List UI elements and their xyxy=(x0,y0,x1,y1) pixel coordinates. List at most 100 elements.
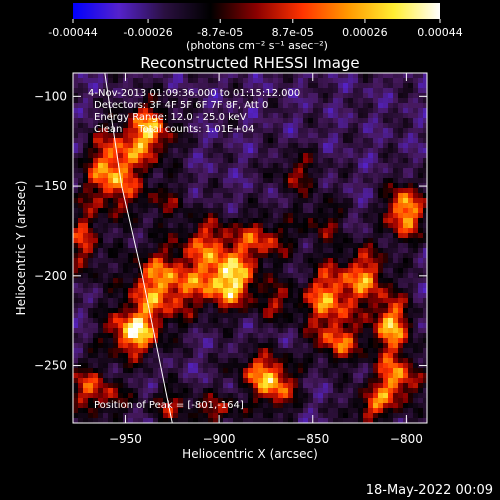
heatmap-cell xyxy=(273,418,279,423)
heatmap-cell xyxy=(328,393,334,399)
heatmap-cell xyxy=(398,173,404,179)
heatmap-cell xyxy=(323,318,329,324)
heatmap-cell xyxy=(338,298,344,304)
heatmap-cell xyxy=(233,98,239,104)
heatmap-cell xyxy=(208,83,214,89)
heatmap-cell xyxy=(143,343,149,349)
heatmap-cell xyxy=(293,163,299,169)
heatmap-cell xyxy=(178,143,184,149)
heatmap-cell xyxy=(73,338,79,344)
heatmap-cell xyxy=(238,313,244,319)
heatmap-cell xyxy=(243,143,249,149)
heatmap-cell xyxy=(268,138,274,144)
heatmap-cell xyxy=(363,143,369,149)
heatmap-cell xyxy=(423,408,427,414)
heatmap-cell xyxy=(113,298,119,304)
heatmap-cell xyxy=(173,393,179,399)
heatmap-cell xyxy=(358,163,364,169)
heatmap-cell xyxy=(273,233,279,239)
heatmap-cell xyxy=(418,283,424,289)
heatmap-cell xyxy=(403,178,409,184)
heatmap-cell xyxy=(208,123,214,129)
heatmap-cell xyxy=(333,278,339,284)
heatmap-cell xyxy=(368,128,374,134)
heatmap-cell xyxy=(208,378,214,384)
heatmap-cell xyxy=(203,298,209,304)
heatmap-cell xyxy=(353,418,359,423)
heatmap-cell xyxy=(118,398,124,404)
heatmap-cell xyxy=(323,238,329,244)
heatmap-cell xyxy=(243,253,249,259)
heatmap-cell xyxy=(178,163,184,169)
heatmap-cell xyxy=(198,333,204,339)
heatmap-cell xyxy=(298,233,304,239)
heatmap-cell xyxy=(228,233,234,239)
heatmap-cell xyxy=(253,278,259,284)
heatmap-cell xyxy=(128,198,134,204)
heatmap-cell xyxy=(328,413,334,419)
heatmap-cell xyxy=(108,363,114,369)
heatmap-cell xyxy=(213,243,219,249)
heatmap-cell xyxy=(163,418,169,423)
heatmap-cell xyxy=(228,408,234,414)
heatmap-cell xyxy=(313,373,319,379)
heatmap-cell xyxy=(203,383,209,389)
heatmap-cell xyxy=(248,173,254,179)
heatmap-cell xyxy=(313,333,319,339)
heatmap-cell xyxy=(283,348,289,354)
heatmap-cell xyxy=(193,263,199,269)
heatmap-cell xyxy=(83,173,89,179)
heatmap-cell xyxy=(98,383,104,389)
heatmap-cell xyxy=(263,248,269,254)
heatmap-cell xyxy=(298,173,304,179)
heatmap-cell xyxy=(298,303,304,309)
heatmap-cell xyxy=(93,223,99,229)
heatmap-cell xyxy=(193,383,199,389)
heatmap-cell xyxy=(128,323,134,329)
heatmap-cell xyxy=(113,328,119,334)
heatmap-cell xyxy=(248,73,254,79)
heatmap-cell xyxy=(313,243,319,249)
heatmap-cell xyxy=(398,258,404,264)
heatmap-cell xyxy=(248,203,254,209)
heatmap-cell xyxy=(398,228,404,234)
heatmap-cell xyxy=(383,418,389,423)
heatmap-cell xyxy=(243,408,249,414)
heatmap-cell xyxy=(268,303,274,309)
heatmap-cell xyxy=(383,88,389,94)
heatmap-cell xyxy=(153,253,159,259)
heatmap-cell xyxy=(418,213,424,219)
heatmap-cell xyxy=(403,253,409,259)
heatmap-cell xyxy=(278,368,284,374)
heatmap-cell xyxy=(393,408,399,414)
heatmap-cell xyxy=(408,123,414,129)
heatmap-cell xyxy=(338,208,344,214)
heatmap-cell xyxy=(343,293,349,299)
heatmap-cell xyxy=(308,348,314,354)
heatmap-cell xyxy=(393,288,399,294)
heatmap-cell xyxy=(88,113,94,119)
heatmap-cell xyxy=(363,248,369,254)
heatmap-cell xyxy=(288,348,294,354)
heatmap-cell xyxy=(183,183,189,189)
heatmap-cell xyxy=(423,238,427,244)
heatmap-cell xyxy=(258,83,264,89)
heatmap-cell xyxy=(283,123,289,129)
heatmap-cell xyxy=(358,268,364,274)
heatmap-cell xyxy=(143,368,149,374)
heatmap-cell xyxy=(138,158,144,164)
heatmap-cell xyxy=(413,213,419,219)
heatmap-cell xyxy=(103,183,109,189)
heatmap-cell xyxy=(98,378,104,384)
heatmap-cell xyxy=(288,88,294,94)
heatmap-cell xyxy=(163,88,169,94)
heatmap-cell xyxy=(138,293,144,299)
heatmap-cell xyxy=(108,173,114,179)
heatmap-cell xyxy=(283,323,289,329)
heatmap-cell xyxy=(413,298,419,304)
heatmap-cell xyxy=(238,353,244,359)
heatmap-cell xyxy=(273,73,279,79)
heatmap-cell xyxy=(128,368,134,374)
heatmap-cell xyxy=(158,418,164,423)
heatmap-cell xyxy=(243,88,249,94)
